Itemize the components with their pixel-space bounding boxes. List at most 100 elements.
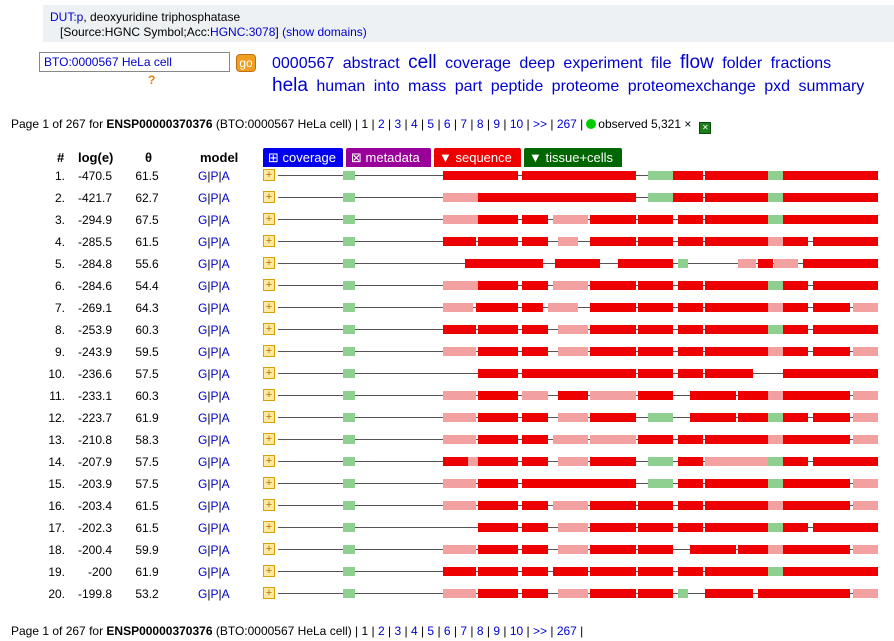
peptide-segment[interactable] (638, 303, 673, 312)
peptide-segment[interactable] (783, 237, 808, 246)
peptide-segment[interactable] (705, 347, 768, 356)
peptide-segment[interactable] (813, 523, 878, 532)
go-button[interactable]: go (236, 54, 256, 72)
peptide-segment[interactable] (678, 237, 703, 246)
peptide-segment[interactable] (478, 281, 518, 290)
peptide-segment[interactable] (522, 303, 543, 312)
peptide-segment[interactable] (783, 457, 808, 466)
model-p-link[interactable]: P (210, 213, 219, 227)
pager-link-3[interactable]: 3 (394, 117, 402, 131)
peptide-segment[interactable] (443, 589, 476, 598)
peptide-segment[interactable] (813, 457, 878, 466)
coverage-track[interactable] (278, 341, 878, 363)
model-g-link[interactable]: G (198, 213, 208, 227)
peptide-segment[interactable] (443, 303, 473, 312)
peptide-segment[interactable] (705, 303, 768, 312)
peptide-segment[interactable] (705, 501, 768, 510)
peptide-segment[interactable] (783, 281, 808, 290)
model-g-link[interactable]: G (198, 543, 208, 557)
coverage-track[interactable] (278, 583, 878, 605)
peptide-segment[interactable] (705, 325, 768, 334)
expand-icon[interactable]: + (263, 257, 275, 269)
peptide-segment[interactable] (678, 435, 703, 444)
domain-segment[interactable] (343, 391, 355, 400)
model-a-link[interactable]: A (221, 411, 230, 425)
peptide-segment[interactable] (465, 259, 500, 268)
keyword-hela[interactable]: hela (272, 75, 308, 96)
peptide-segment[interactable] (558, 413, 588, 422)
peptide-segment[interactable] (558, 545, 588, 554)
peptide-segment[interactable] (478, 545, 518, 554)
peptide-segment[interactable] (443, 347, 476, 356)
coverage-track[interactable] (278, 165, 878, 187)
domain-segment[interactable] (343, 369, 355, 378)
model-g-link[interactable]: G (198, 257, 208, 271)
peptide-segment[interactable] (738, 545, 768, 554)
pager-link-267[interactable]: 267 (556, 624, 577, 638)
domain-segment[interactable] (768, 479, 783, 488)
peptide-segment[interactable] (443, 567, 476, 576)
peptide-segment[interactable] (783, 303, 808, 312)
model-p-link[interactable]: P (210, 235, 219, 249)
peptide-segment[interactable] (590, 325, 636, 334)
peptide-segment[interactable] (638, 545, 673, 554)
domain-segment[interactable] (343, 237, 355, 246)
peptide-segment[interactable] (478, 501, 518, 510)
model-g-link[interactable]: G (198, 565, 208, 579)
peptide-segment[interactable] (443, 171, 476, 180)
peptide-segment[interactable] (478, 237, 518, 246)
model-p-link[interactable]: P (210, 587, 219, 601)
peptide-segment[interactable] (522, 237, 548, 246)
peptide-segment[interactable] (478, 325, 518, 334)
domain-segment[interactable] (678, 589, 688, 598)
coverage-track[interactable] (278, 319, 878, 341)
peptide-segment[interactable] (705, 479, 768, 488)
pager-link-10[interactable]: 10 (509, 117, 524, 131)
peptide-segment[interactable] (590, 303, 636, 312)
peptide-segment[interactable] (558, 523, 588, 532)
model-p-link[interactable]: P (210, 367, 219, 381)
model-g-link[interactable]: G (198, 521, 208, 535)
domain-segment[interactable] (648, 457, 673, 466)
expand-icon[interactable]: + (263, 411, 275, 423)
keyword-abstract[interactable]: abstract (342, 55, 400, 72)
peptide-segment[interactable] (590, 435, 636, 444)
model-p-link[interactable]: P (210, 257, 219, 271)
model-g-link[interactable]: G (198, 389, 208, 403)
peptide-segment[interactable] (813, 413, 850, 422)
keyword-experiment[interactable]: experiment (563, 55, 643, 72)
model-a-link[interactable]: A (221, 565, 230, 579)
peptide-segment[interactable] (443, 237, 476, 246)
keyword-pxd[interactable]: pxd (764, 78, 791, 95)
model-a-link[interactable]: A (221, 543, 230, 557)
model-g-link[interactable]: G (198, 477, 208, 491)
domain-segment[interactable] (768, 523, 783, 532)
pager-link-7[interactable]: 7 (460, 624, 468, 638)
peptide-segment[interactable] (813, 281, 878, 290)
peptide-segment[interactable] (690, 391, 736, 400)
domain-segment[interactable] (648, 479, 673, 488)
domain-segment[interactable] (343, 303, 355, 312)
model-a-link[interactable]: A (221, 587, 230, 601)
coverage-track[interactable] (278, 209, 878, 231)
peptide-segment[interactable] (590, 413, 636, 422)
coverage-track[interactable] (278, 495, 878, 517)
expand-icon[interactable]: + (263, 323, 275, 335)
peptide-segment[interactable] (638, 435, 673, 444)
expand-icon[interactable]: + (263, 587, 275, 599)
keyword-flow[interactable]: flow (679, 52, 714, 73)
peptide-segment[interactable] (590, 589, 636, 598)
coverage-track[interactable] (278, 407, 878, 429)
peptide-segment[interactable] (705, 215, 768, 224)
keyword-coverage[interactable]: coverage (445, 55, 511, 72)
peptide-segment[interactable] (783, 215, 878, 224)
peptide-segment[interactable] (813, 347, 850, 356)
pager-link-4[interactable]: 4 (410, 624, 418, 638)
model-g-link[interactable]: G (198, 411, 208, 425)
keyword-summary[interactable]: summary (798, 78, 865, 95)
domain-segment[interactable] (343, 281, 355, 290)
model-p-link[interactable]: P (210, 279, 219, 293)
expand-icon[interactable]: + (263, 543, 275, 555)
peptide-segment[interactable] (500, 259, 543, 268)
peptide-segment[interactable] (678, 281, 703, 290)
